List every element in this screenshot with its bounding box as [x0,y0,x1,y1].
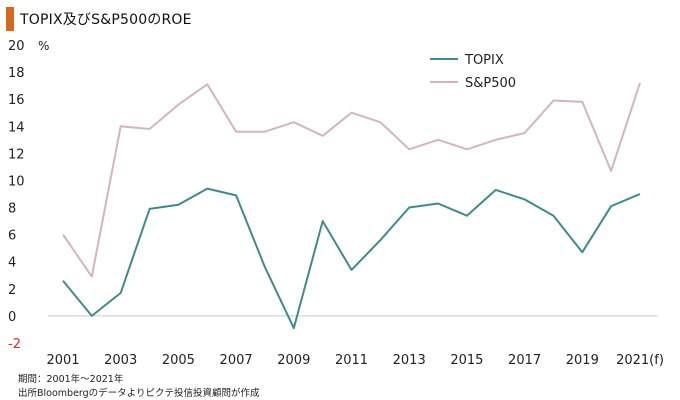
y-tick-label: 4 [8,256,16,271]
x-tick-label: 2017 [508,353,541,368]
title-accent-bar [6,7,14,31]
y-tick-label: 6 [8,229,16,244]
y-tick-label: 2 [8,283,16,298]
x-tick-label: 2011 [335,353,368,368]
y-tick-label: -2 [8,337,21,352]
y-tick-label: 0 [8,310,16,325]
x-tick-label: 2003 [104,353,137,368]
y-tick-label: 10 [8,174,25,189]
legend-label: S&P500 [465,76,516,91]
x-axis: 2001 2003 2005 2007 2009 2011 2013 2015 2017 2019… [46,353,663,368]
x-tick-label: 2021(f) [616,353,664,368]
x-tick-label: 2009 [277,353,310,368]
y-tick-label: 18 [8,66,25,81]
chart-title: TOPIX及びS&P500のROE [20,12,192,28]
y-unit-label: % [38,39,49,53]
footnote-period: 期間：2001年～2021年 [18,374,124,385]
footnote-source: 出所Bloombergのデータよりピクテ投信投資顧問が作成 [18,388,260,399]
series-line-topix [62,187,641,330]
y-tick-label: 14 [8,120,25,135]
series-line-sp500 [62,82,641,278]
series-layer [62,82,641,330]
legend-label: TOPIX [464,53,504,68]
x-tick-label: 2007 [220,353,253,368]
x-tick-label: 2005 [162,353,195,368]
x-tick-label: 2013 [393,353,426,368]
x-tick-label: 2019 [566,353,599,368]
y-axis: -2 0 2 4 6 8 10 12 14 16 18 20% [8,39,658,352]
x-tick-label: 2015 [450,353,483,368]
y-tick-label: 16 [8,93,25,108]
y-tick-label: 8 [8,202,16,217]
x-tick-label: 2001 [46,353,79,368]
legend: TOPIX S&P500 [430,53,516,91]
y-tick-label: 12 [8,147,25,162]
y-tick-label: 20 [8,39,25,54]
